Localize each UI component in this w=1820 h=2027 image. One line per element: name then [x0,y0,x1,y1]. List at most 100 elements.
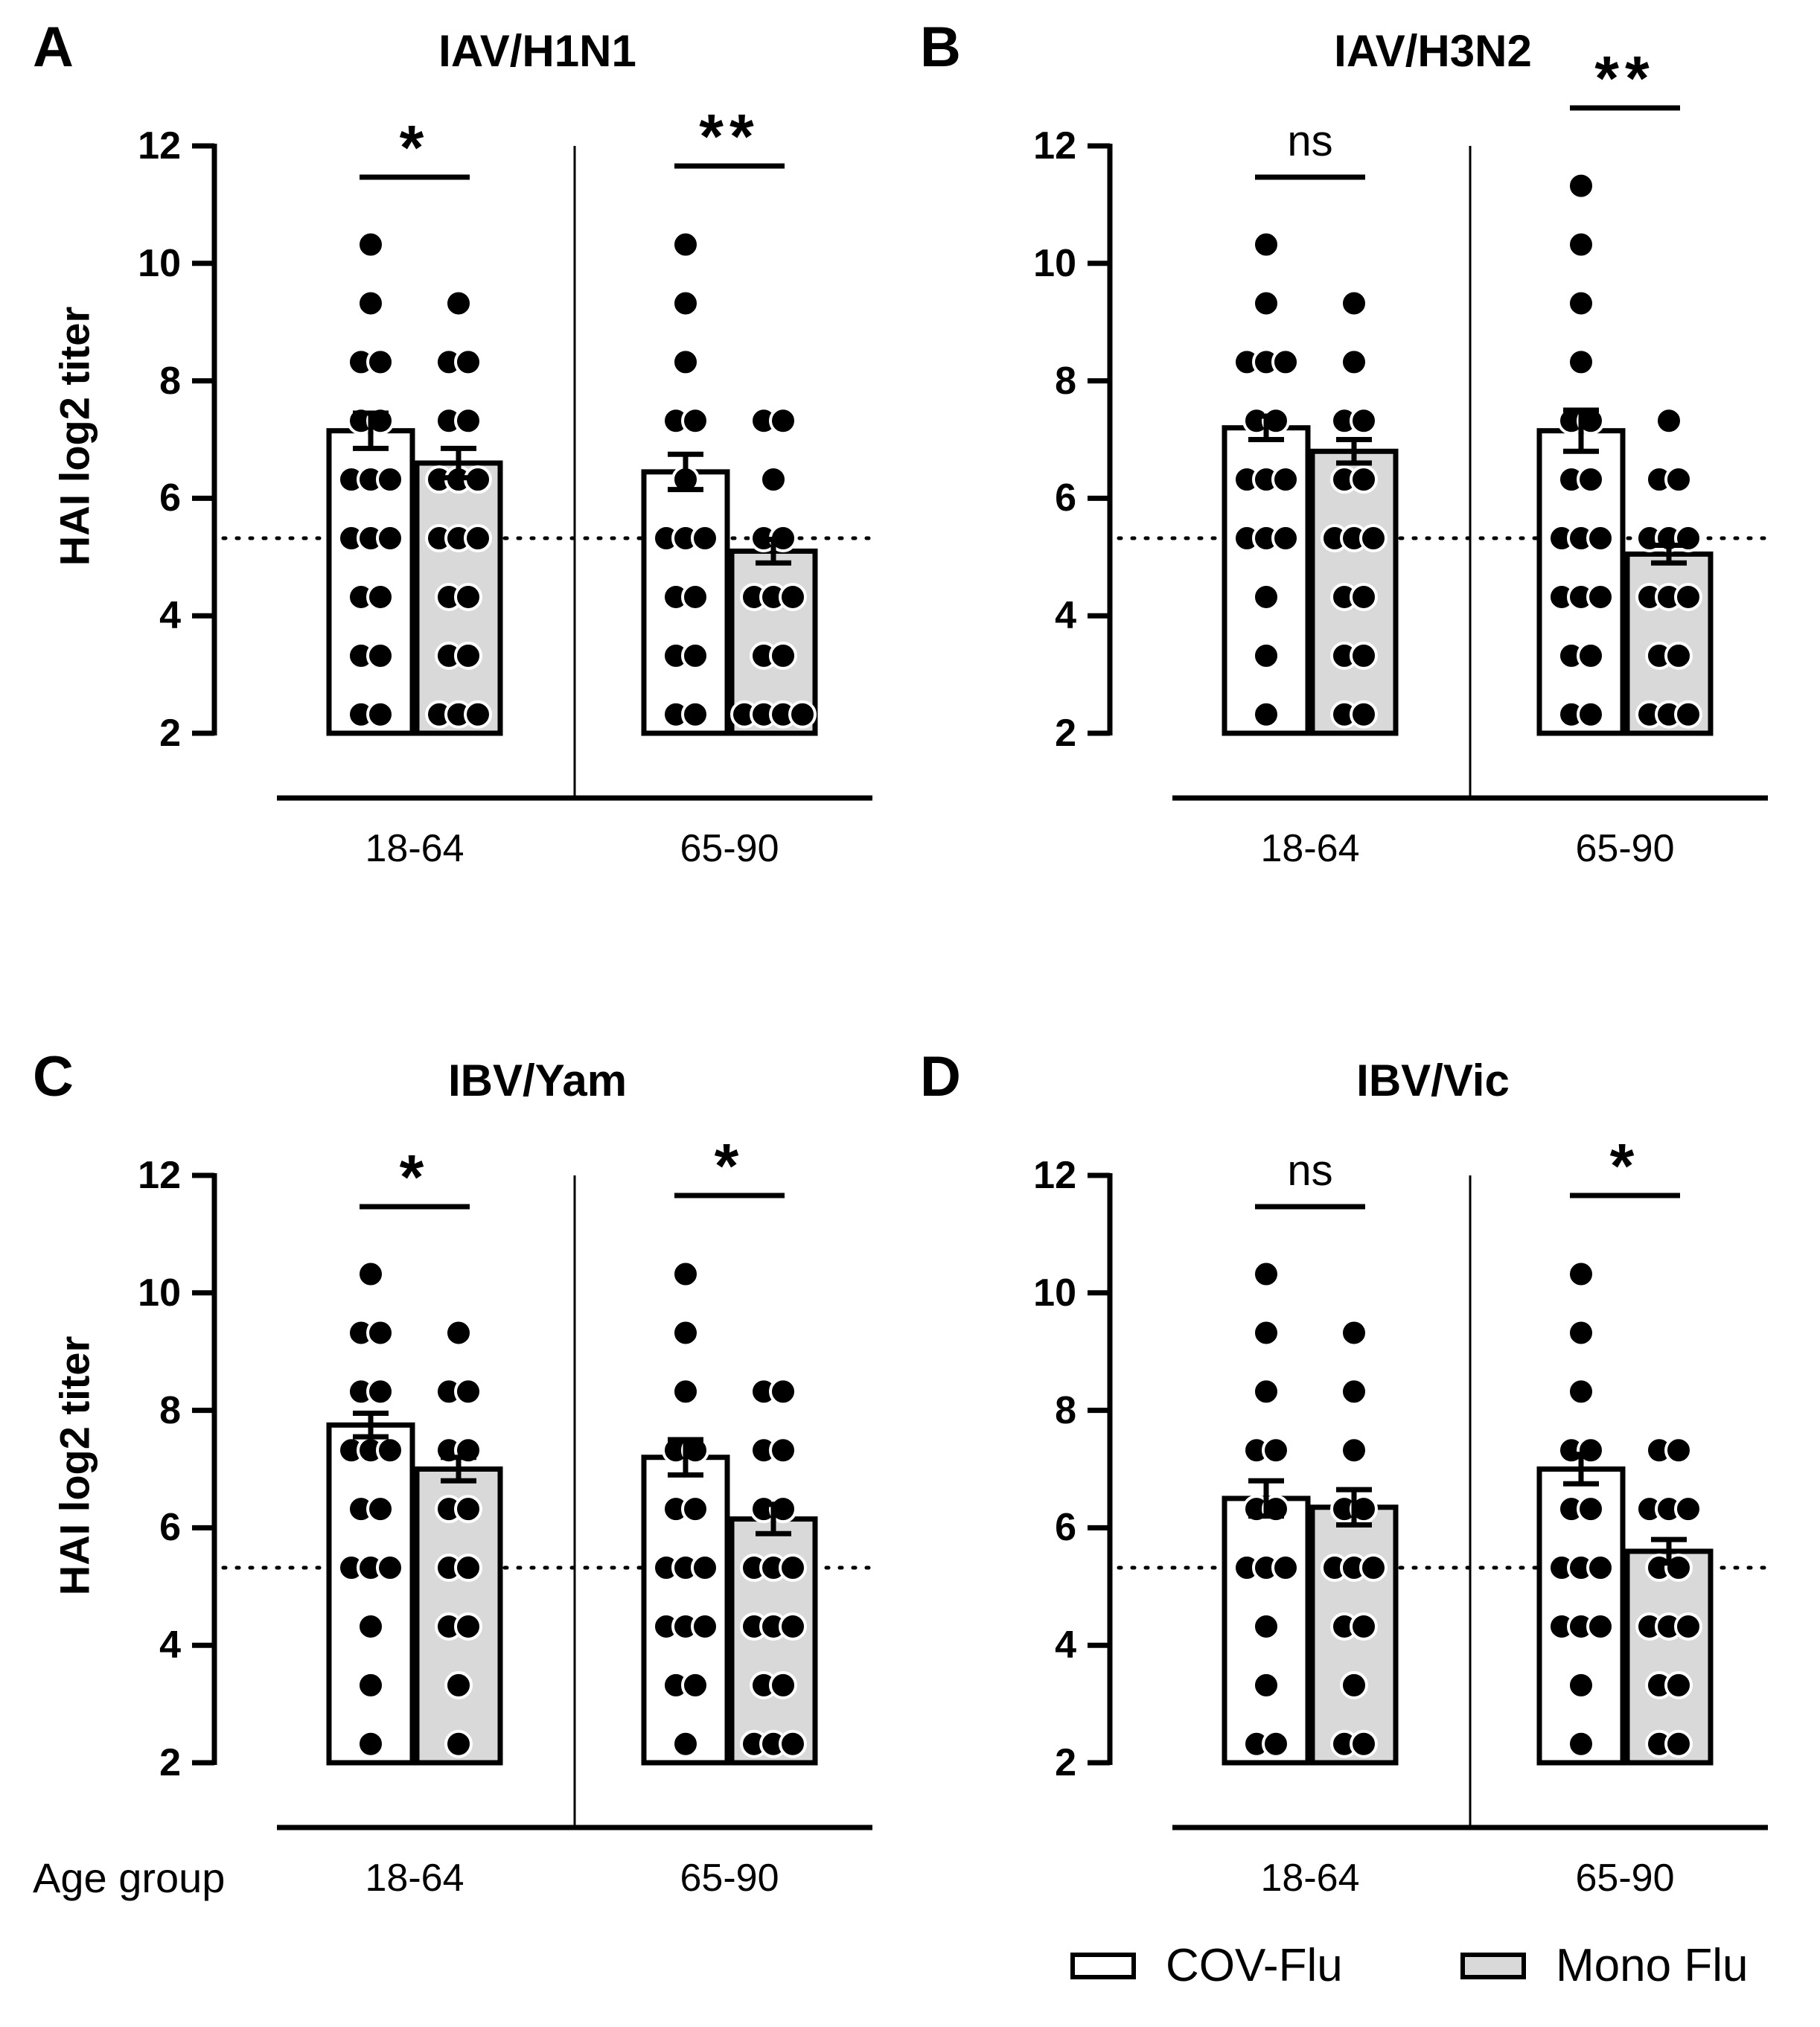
y-axis-label: HAI log2 titer [51,1335,98,1595]
data-point [769,406,797,435]
panel-title-d: IBV/Vic [1356,1056,1510,1105]
data-point [1252,1670,1280,1699]
data-point [1340,1377,1368,1406]
data-point [1252,289,1280,318]
data-point [444,1670,473,1699]
data-point [1350,406,1378,435]
data-point [454,348,482,377]
data-point [691,524,719,553]
panel-title-b: IAV/H3N2 [1334,26,1532,76]
data-point [1664,1729,1693,1758]
data-point [1252,1377,1280,1406]
x-category-label: 65-90 [1575,827,1675,870]
data-point [366,700,395,729]
data-point [779,1612,807,1641]
data-point [769,641,797,670]
legend-swatch-cov-flu [1070,1952,1136,1979]
data-point [1350,700,1378,729]
data-point [1252,641,1280,670]
data-point [1577,465,1605,494]
data-point [1359,524,1388,553]
x-category-label: 18-64 [1260,827,1360,870]
data-point [444,289,473,318]
data-point [681,406,709,435]
data-point [1252,230,1280,259]
data-point [454,1612,482,1641]
data-point [691,1612,719,1641]
data-point [1350,1612,1378,1641]
data-point [671,348,700,377]
data-point [1252,582,1280,611]
x-category-label: 65-90 [1575,1857,1675,1900]
panel-b [1088,105,1770,801]
data-point [366,1495,395,1524]
data-point [691,1554,719,1583]
data-point [366,348,395,377]
data-point [376,1554,404,1583]
data-point [1271,1554,1300,1583]
data-point [357,1612,385,1641]
data-point [1674,700,1702,729]
panel-letter-b: B [920,16,961,79]
data-point [1567,1260,1595,1289]
data-point [376,524,404,553]
data-point [1674,1495,1702,1524]
y-tick-label: 10 [1033,241,1076,285]
data-point [671,1260,700,1289]
y-tick-label: 4 [159,1624,181,1667]
data-point [1350,641,1378,670]
data-point [1340,1436,1368,1465]
data-point [1271,524,1300,553]
data-point [1262,1729,1290,1758]
data-point [454,1377,482,1406]
data-point [671,1377,700,1406]
data-point [769,1670,797,1699]
data-point [1577,1495,1605,1524]
data-point [681,582,709,611]
data-point [1252,700,1280,729]
data-point [366,582,395,611]
data-point [1567,1670,1595,1699]
panel-d [1088,1172,1770,1830]
significance-label: ** [1594,43,1655,113]
legend-label-mono-flu: Mono Flu [1556,1940,1749,1991]
data-point [357,289,385,318]
data-point [681,641,709,670]
y-tick-label: 2 [1055,1741,1076,1784]
data-point [671,230,700,259]
y-tick-label: 4 [159,594,181,638]
data-point [769,1436,797,1465]
data-point [454,641,482,670]
data-point [366,1318,395,1347]
panel-c [192,1172,875,1830]
y-tick-label: 12 [138,1154,181,1197]
data-point [1340,348,1368,377]
y-tick-label: 10 [138,1271,181,1315]
data-point [464,700,492,729]
data-point [779,582,807,611]
data-point [1664,1670,1693,1699]
y-tick-label: 8 [1055,359,1076,403]
data-point [1664,1436,1693,1465]
data-point [1567,171,1595,200]
legend-item-cov-flu: COV-Flu [1070,1939,1343,1992]
data-point [1586,1554,1615,1583]
data-point [1340,1670,1368,1699]
data-point [681,700,709,729]
data-point [444,1729,473,1758]
significance-label: * [1609,1131,1641,1201]
data-point [1567,1377,1595,1406]
data-point [376,1436,404,1465]
data-point [1271,348,1300,377]
panel-title-a: IAV/H1N1 [438,26,636,76]
legend-item-mono-flu: Mono Flu [1460,1939,1748,1992]
data-point [1655,406,1683,435]
data-point [357,230,385,259]
data-point [454,1495,482,1524]
data-point [1567,1318,1595,1347]
significance-label: * [399,1142,430,1212]
x-axis-title: Age group [33,1854,226,1901]
data-point [1586,582,1615,611]
data-point [779,1729,807,1758]
significance-label: ns [1287,1146,1333,1195]
